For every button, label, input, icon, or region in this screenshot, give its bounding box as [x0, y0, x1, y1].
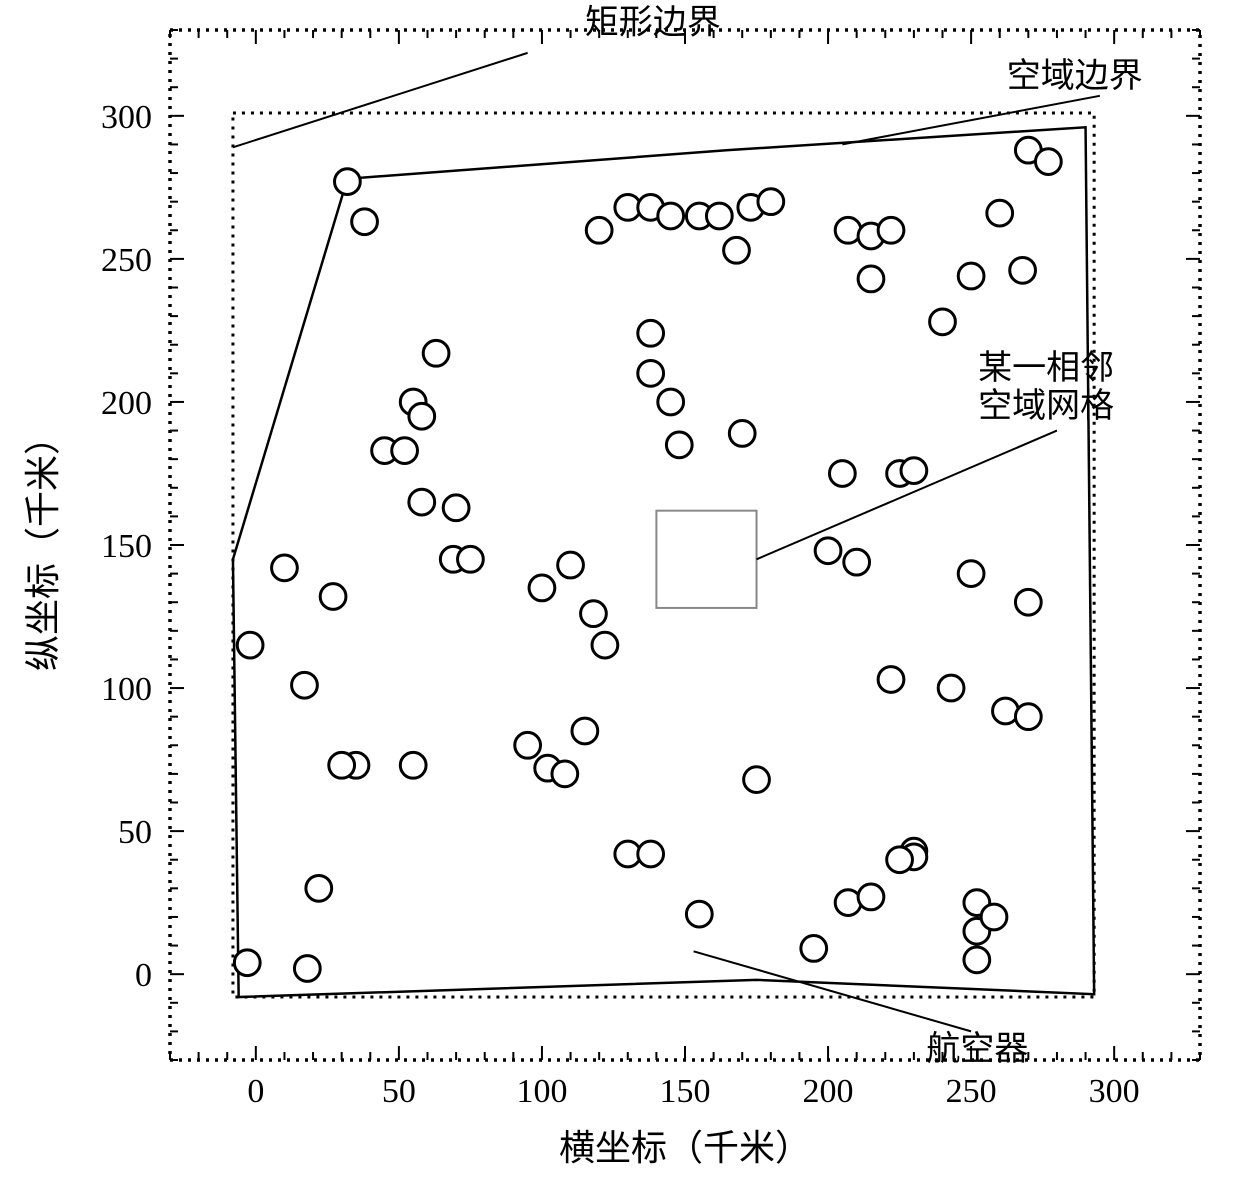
aircraft-marker — [901, 458, 927, 484]
x-tick-label: 0 — [247, 1073, 264, 1110]
aircraft-marker — [829, 461, 855, 487]
aircraft-marker — [858, 884, 884, 910]
aircraft-marker — [658, 203, 684, 229]
aircraft-marker — [581, 601, 607, 627]
aircraft-marker — [1015, 704, 1041, 730]
aircraft-marker — [666, 432, 692, 458]
aircraft-marker — [801, 936, 827, 962]
y-tick-label: 300 — [101, 99, 152, 136]
aircraft-marker — [938, 675, 964, 701]
aircraft-marker — [1035, 149, 1061, 175]
aircraft-marker — [744, 767, 770, 793]
aircraft-marker — [320, 584, 346, 610]
aircraft-marker — [638, 360, 664, 386]
annotation-line-airspace — [842, 96, 1100, 145]
annotation-airspace: 空域边界 — [1007, 57, 1143, 95]
annotation-line-aircraft — [694, 951, 972, 1031]
aircraft-marker — [234, 950, 260, 976]
aircraft-marker — [552, 761, 578, 787]
chart-svg: 0 50 100 150 200 250 300 0 50 100 150 200 250 300 横坐标（… — [0, 0, 1240, 1201]
aircraft-marker — [329, 752, 355, 778]
aircraft-marker — [844, 549, 870, 575]
aircraft-marker — [1015, 589, 1041, 615]
x-tick-label: 150 — [660, 1073, 711, 1110]
annotation-line-bbox — [233, 53, 528, 147]
x-tick-label: 250 — [946, 1073, 997, 1110]
y-tick-label: 250 — [101, 242, 152, 279]
aircraft-marker — [638, 320, 664, 346]
aircraft-marker — [423, 340, 449, 366]
aircraft-marker — [592, 632, 618, 658]
y-tick-label: 150 — [101, 528, 152, 565]
y-tick-label: 200 — [101, 385, 152, 422]
aircraft-marker — [392, 438, 418, 464]
aircraft-marker — [306, 875, 332, 901]
aircraft-marker — [858, 266, 884, 292]
aircraft-marker — [272, 555, 298, 581]
aircraft-marker — [335, 169, 361, 195]
y-axis-label: 纵坐标（千米） — [23, 419, 63, 671]
aircraft-marker — [1010, 257, 1036, 283]
aircraft-marker — [729, 421, 755, 447]
aircraft-marker — [409, 489, 435, 515]
y-tick-label: 50 — [118, 814, 152, 851]
x-tick-label: 200 — [803, 1073, 854, 1110]
aircraft-marker — [515, 732, 541, 758]
aircraft-marker — [706, 203, 732, 229]
aircraft-marker — [409, 403, 435, 429]
aircraft-marker — [352, 209, 378, 235]
aircraft-marker — [237, 632, 263, 658]
scatter-chart: 0 50 100 150 200 250 300 0 50 100 150 200 250 300 横坐标（… — [0, 0, 1240, 1201]
aircraft-marker — [930, 309, 956, 335]
aircraft-marker — [572, 718, 598, 744]
aircraft-marker — [658, 389, 684, 415]
y-tick-label: 100 — [101, 671, 152, 708]
x-tick-label: 300 — [1089, 1073, 1140, 1110]
aircraft-marker — [758, 189, 784, 215]
aircraft-marker — [964, 947, 990, 973]
annotation-aircraft: 航空器 — [926, 1030, 1028, 1068]
aircraft-marker — [400, 752, 426, 778]
aircraft-marker — [724, 237, 750, 263]
x-tick-label: 50 — [382, 1073, 416, 1110]
aircraft-marker — [292, 672, 318, 698]
aircraft-marker — [294, 956, 320, 982]
y-tick-label: 0 — [135, 957, 152, 994]
aircraft-marker — [638, 841, 664, 867]
aircraft-marker — [981, 904, 1007, 930]
grid-cell — [656, 511, 756, 608]
aircraft-marker — [458, 546, 484, 572]
aircraft-marker — [958, 561, 984, 587]
aircraft-marker — [878, 217, 904, 243]
annotation-gridcell: 某一相邻空域网格 — [978, 349, 1114, 425]
x-tick-label: 100 — [516, 1073, 567, 1110]
aircraft-marker — [443, 495, 469, 521]
aircraft-marker — [558, 552, 584, 578]
aircraft-marker — [529, 575, 555, 601]
aircraft-marker — [586, 217, 612, 243]
aircraft-marker — [686, 901, 712, 927]
aircraft-marker — [958, 263, 984, 289]
annotation-line-gridcell — [757, 431, 1057, 560]
aircraft-marker — [878, 667, 904, 693]
aircraft-marker — [887, 847, 913, 873]
aircraft-marker — [987, 200, 1013, 226]
x-axis-label: 横坐标（千米） — [559, 1128, 811, 1168]
aircraft-marker — [815, 538, 841, 564]
annotation-bbox: 最小外接矩形边界 — [585, 0, 721, 42]
